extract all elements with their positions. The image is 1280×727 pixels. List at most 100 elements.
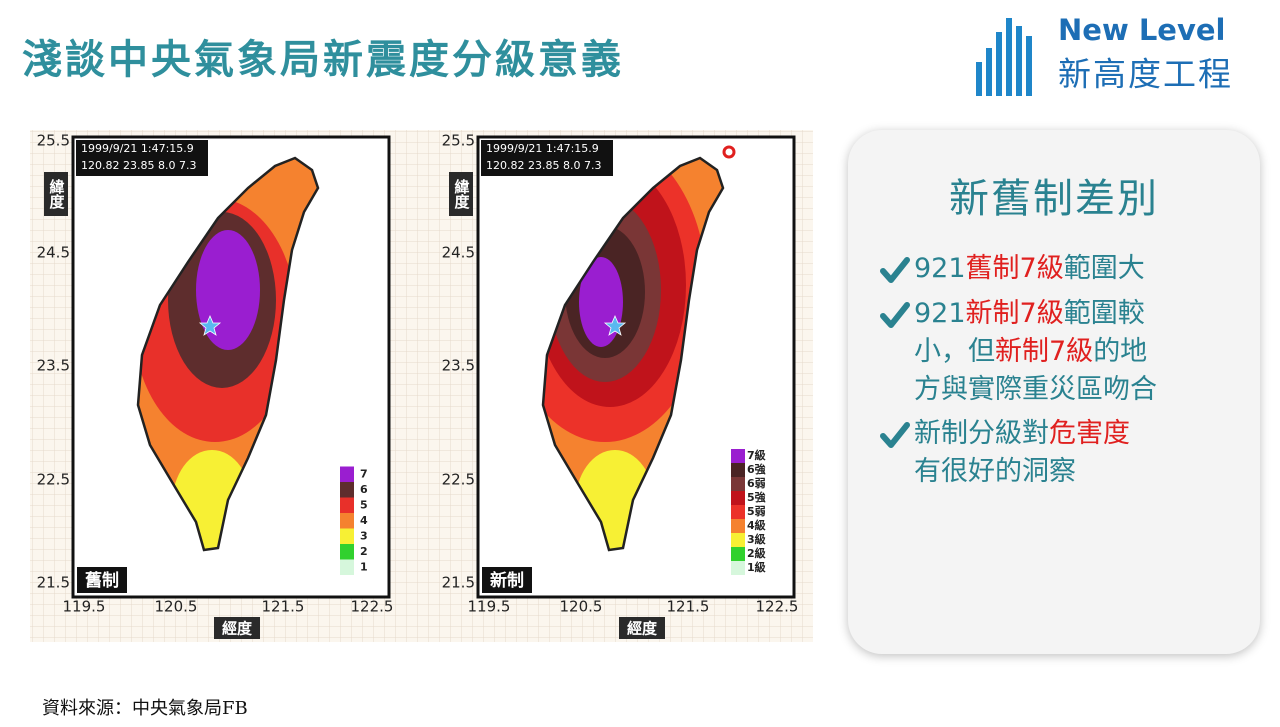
- legend-swatch: [731, 449, 745, 463]
- x-tick-label: 120.5: [560, 598, 603, 616]
- y-tick-label: 24.5: [37, 244, 70, 262]
- legend-label: 6弱: [747, 477, 766, 490]
- y-tick-label: 25.5: [37, 132, 70, 150]
- legend-label: 3: [360, 529, 368, 542]
- legend-swatch: [731, 547, 745, 561]
- y-axis-label: 緯度: [453, 178, 471, 210]
- legend-swatch: [340, 544, 354, 560]
- highlight-text: 危害度: [1049, 418, 1130, 449]
- y-tick-label: 25.5: [442, 132, 475, 150]
- item-text-segment: 小，但: [914, 336, 995, 367]
- epicenter: [198, 314, 222, 336]
- legend-label: 2級: [747, 546, 766, 560]
- legend-label: 1: [360, 560, 368, 573]
- epicenter: [603, 314, 627, 336]
- map-label-box: [482, 567, 532, 593]
- item-line: 921舊制7級範圍大: [914, 250, 1145, 288]
- x-tick-label: 119.5: [468, 598, 511, 616]
- legend-swatch: [340, 559, 354, 575]
- info-line: 120.82 23.85 8.0 7.3: [486, 159, 601, 172]
- map-label: 舊制: [85, 570, 119, 591]
- legend-label: 3級: [747, 532, 766, 546]
- marker-dot: [722, 145, 736, 159]
- comparison-panel: 新舊制差別 921舊制7級範圍大 921新制7級範圍較 小，但新制7級的地 方與實際重…: [848, 130, 1260, 654]
- legend-label: 5強: [747, 490, 766, 504]
- map-label-box: [77, 567, 127, 593]
- legend-swatch: [731, 491, 745, 505]
- legend-swatch: [731, 561, 745, 575]
- item-text: 921新制7級範圍較 小，但新制7級的地 方與實際重災區吻合: [914, 295, 1157, 409]
- x-axis-label: 經度: [627, 620, 658, 638]
- legend-label: 4級: [747, 518, 766, 532]
- y-tick-label: 22.5: [37, 471, 70, 489]
- list-item: 921舊制7級範圍大: [880, 250, 1260, 289]
- legend-label: 2: [360, 545, 368, 558]
- check-icon: [880, 295, 914, 334]
- item-text: 921舊制7級範圍大: [914, 250, 1145, 288]
- legend-swatch: [340, 466, 354, 482]
- legend-swatch: [731, 463, 745, 477]
- info-line: 1999/9/21 1:47:15.9: [81, 142, 194, 155]
- legend-label: 6強: [747, 462, 766, 476]
- check-icon: [880, 415, 914, 454]
- x-tick-label: 122.5: [756, 598, 799, 616]
- legend-label: 7級: [747, 448, 766, 462]
- logo-icon: [976, 18, 1032, 96]
- check-mark: [880, 422, 910, 448]
- info-line: 120.82 23.85 8.0 7.3: [81, 159, 196, 172]
- item-line: 新制分級對危害度: [914, 415, 1130, 453]
- legend-swatch: [340, 497, 354, 513]
- item-text-segment: 的地: [1093, 336, 1148, 367]
- info-line: 1999/9/21 1:47:15.9: [486, 142, 599, 155]
- x-tick-label: 119.5: [63, 598, 106, 616]
- logo-subname: 新高度工程: [1058, 55, 1233, 94]
- x-tick-label: 122.5: [351, 598, 394, 616]
- x-tick-label: 121.5: [262, 598, 305, 616]
- y-axis-label-box: [44, 172, 68, 216]
- x-axis-label-box: [214, 617, 260, 639]
- map-label: 新制: [490, 570, 524, 591]
- legend-label: 6: [360, 483, 368, 496]
- legend-label: 7: [360, 467, 368, 480]
- item-line: 有很好的洞察: [914, 453, 1130, 491]
- legend-swatch: [340, 482, 354, 498]
- logo-name: New Level: [1058, 13, 1226, 47]
- item-text: 新制分級對危害度 有很好的洞察: [914, 415, 1130, 491]
- item-line: 921新制7級範圍較: [914, 295, 1157, 333]
- y-tick-label: 24.5: [442, 244, 475, 262]
- slide-title: 淺談中央氣象局新震度分級意義: [22, 37, 624, 83]
- item-text-segment: 範圍較: [1063, 298, 1145, 329]
- item-text-segment: 範圍大: [1063, 253, 1145, 284]
- island-outline: [541, 156, 725, 552]
- y-axis-label-box: [449, 172, 473, 216]
- island-outline: [136, 156, 320, 552]
- source-note: 資料來源：中央氣象局FB: [42, 698, 248, 719]
- check-mark: [880, 302, 910, 328]
- check-icon: [880, 250, 914, 289]
- info-box: [481, 140, 613, 176]
- legend-label: 5: [360, 498, 368, 511]
- y-tick-label: 21.5: [442, 574, 475, 592]
- item-text-segment: 921: [914, 298, 966, 329]
- legend-label: 1級: [747, 560, 766, 574]
- legend-swatch: [731, 477, 745, 491]
- legend-swatch: [340, 528, 354, 544]
- legend-label: 5弱: [747, 505, 766, 518]
- legend-swatch: [340, 513, 354, 529]
- list-item: 921新制7級範圍較 小，但新制7級的地 方與實際重災區吻合: [880, 295, 1260, 409]
- item-text-segment: 921: [914, 253, 966, 284]
- legend-swatch: [731, 505, 745, 519]
- item-text-segment: 方與實際重災區吻合: [914, 374, 1157, 405]
- y-tick-label: 23.5: [37, 357, 70, 375]
- list-item: 新制分級對危害度 有很好的洞察: [880, 415, 1260, 491]
- info-box: [76, 140, 208, 176]
- x-tick-label: 121.5: [667, 598, 710, 616]
- legend-swatch: [731, 533, 745, 547]
- item-line: 小，但新制7級的地: [914, 333, 1157, 371]
- y-tick-label: 21.5: [37, 574, 70, 592]
- x-tick-label: 120.5: [155, 598, 198, 616]
- x-axis-label: 經度: [222, 620, 253, 638]
- item-line: 方與實際重災區吻合: [914, 371, 1157, 409]
